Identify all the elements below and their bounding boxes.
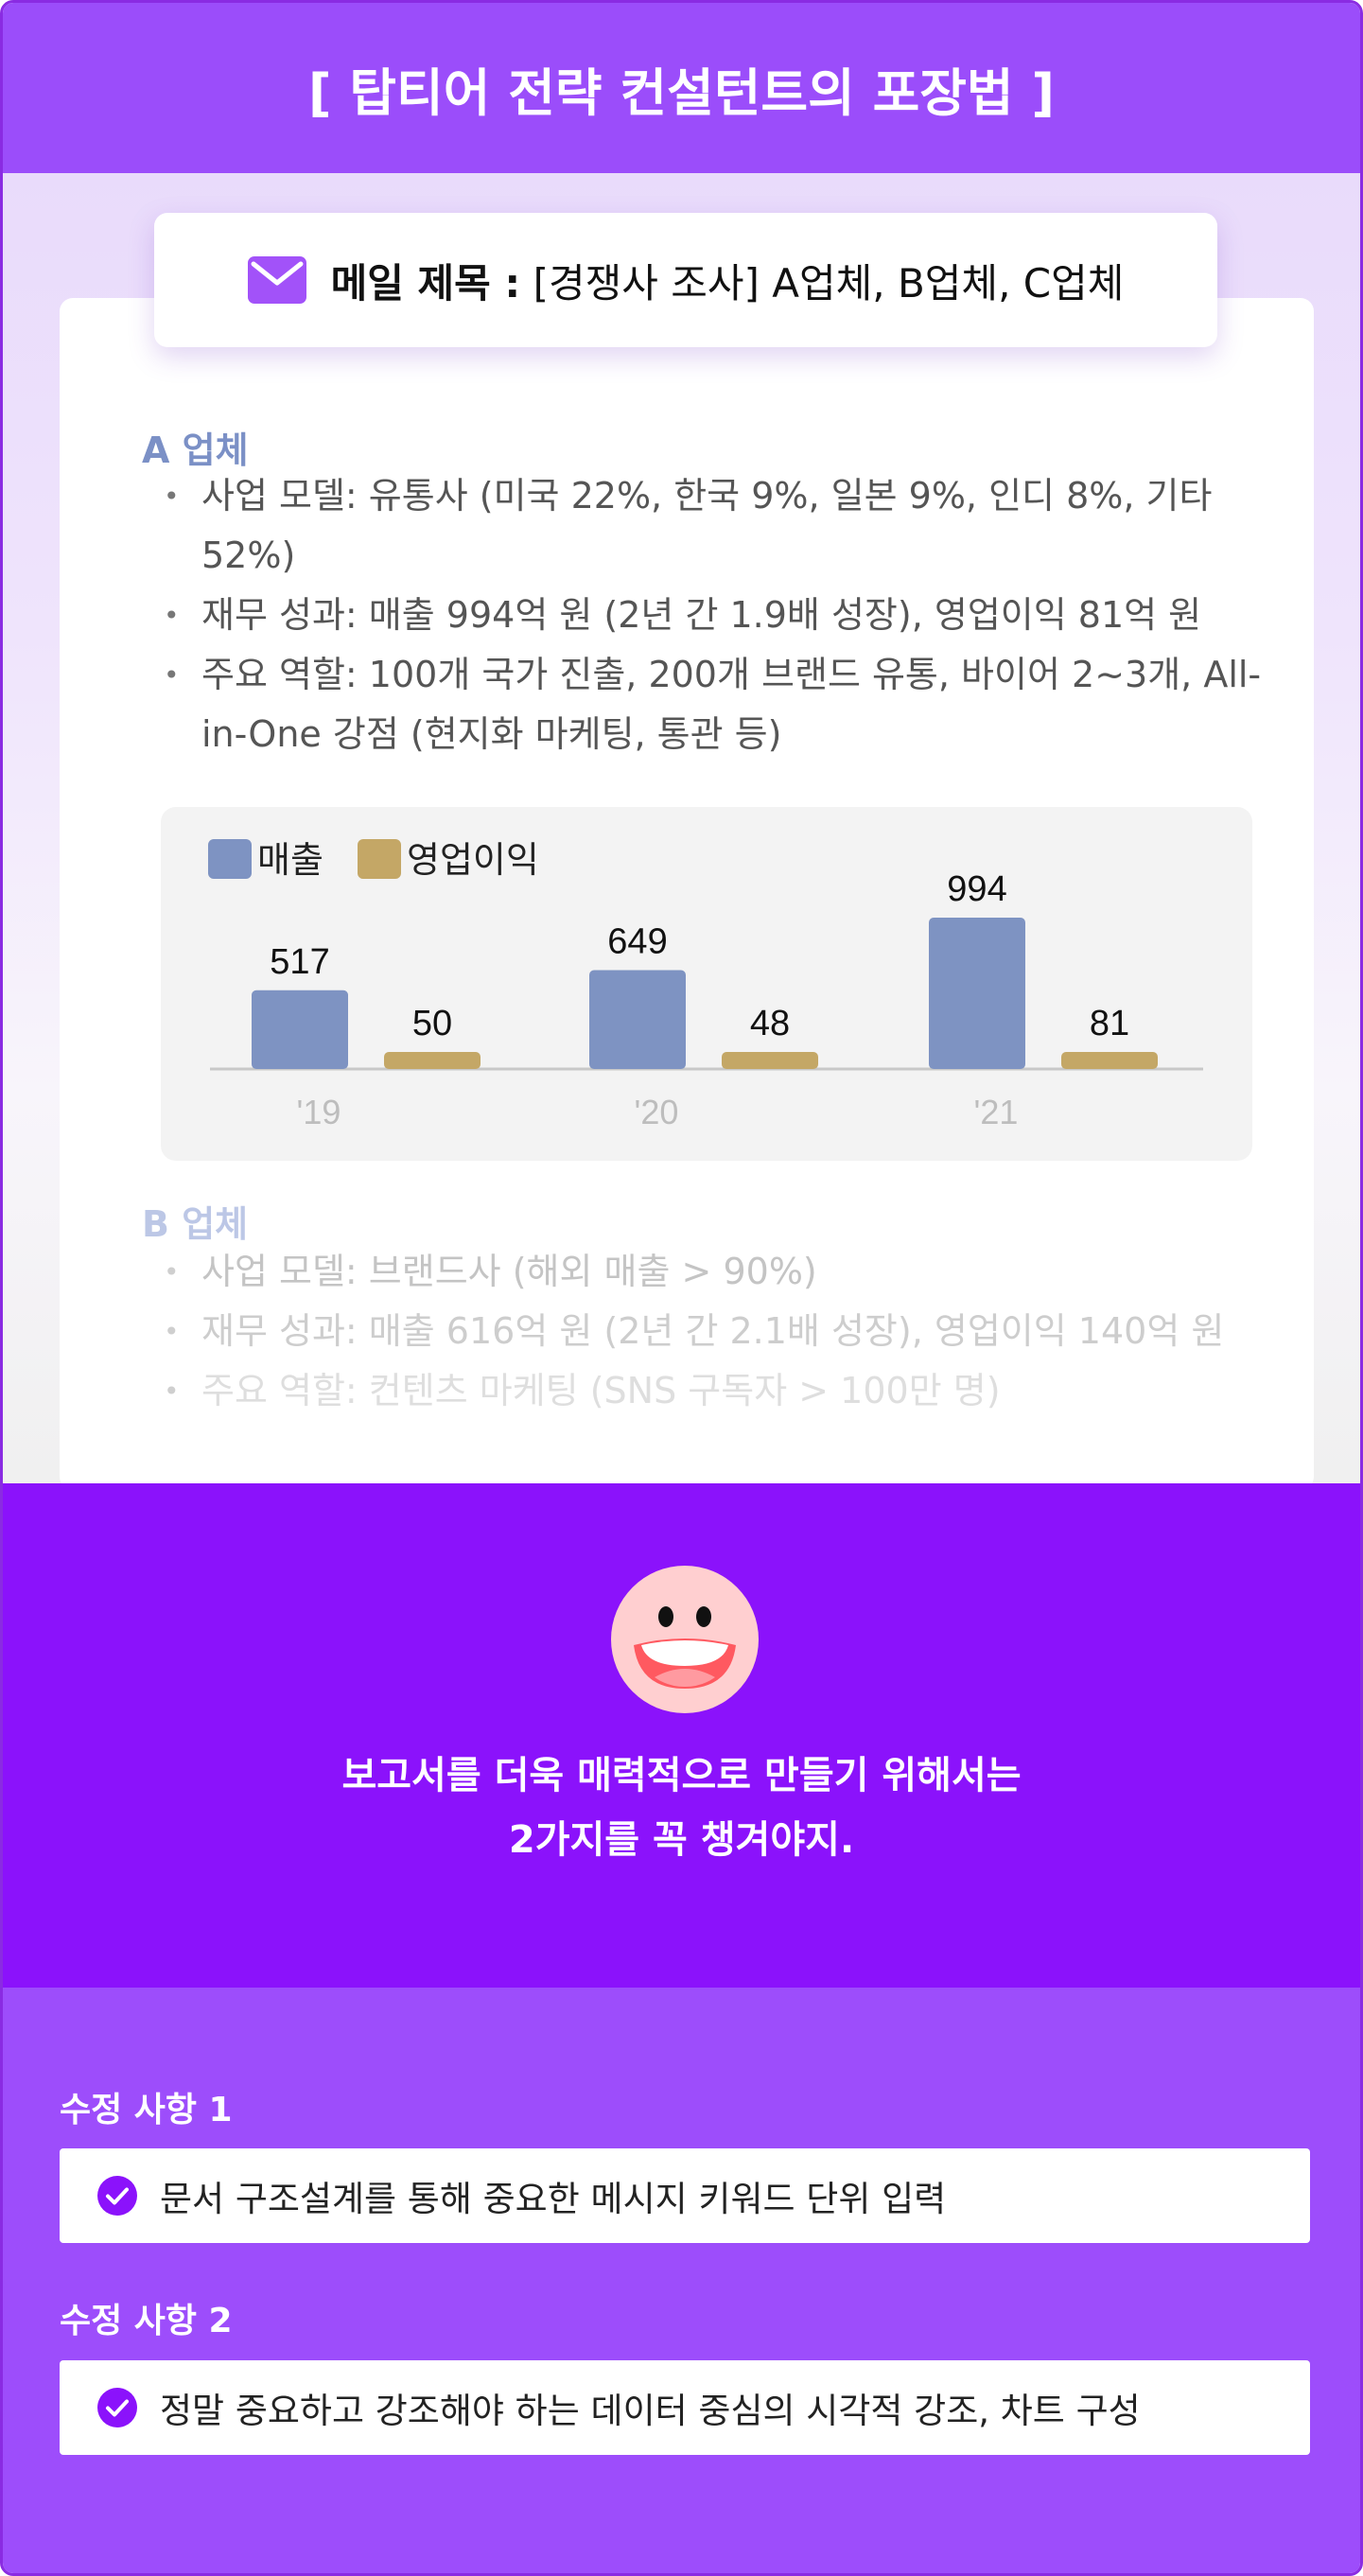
mail-subject-label: 메일 제목 : xyxy=(330,259,521,307)
header: [ 탑티어 전략 컨설턴트의 포장법 ] xyxy=(3,3,1360,173)
data-label: 50 xyxy=(412,1004,452,1043)
data-label: 994 xyxy=(947,869,1006,909)
list-item: 사업 모델: 브랜드사 (해외 매출 > 90%) xyxy=(164,1242,1280,1302)
company-b-details: 사업 모델: 브랜드사 (해외 매출 > 90%) 재무 성과: 매출 616억… xyxy=(164,1242,1280,1421)
message-line-2: 2가지를 꼭 챙겨야지. xyxy=(508,1818,855,1862)
company-a-title: A 업체 xyxy=(142,429,249,471)
data-label: 649 xyxy=(607,922,667,962)
company-b-title: B 업체 xyxy=(142,1203,249,1245)
fix-item-2: 정말 중요하고 강조해야 하는 데이터 중심의 시각적 강조, 차트 구성 xyxy=(60,2360,1310,2455)
page-title: [ 탑티어 전략 컨설턴트의 포장법 ] xyxy=(307,62,1056,123)
bar xyxy=(252,990,348,1069)
data-label: 81 xyxy=(1090,1004,1129,1043)
mail-subject-card: 메일 제목 : [경쟁사 조사] A업체, B업체, C업체 xyxy=(154,213,1217,347)
bar xyxy=(929,918,1025,1069)
check-circle-icon xyxy=(97,2176,137,2216)
x-tick-label: '21 xyxy=(974,1093,1019,1131)
report-preview: 메일 제목 : [경쟁사 조사] A업체, B업체, C업체 A 업체 사업 모… xyxy=(3,173,1360,1483)
fix-text-1: 문서 구조설계를 통해 중요한 메시지 키워드 단위 입력 xyxy=(160,2179,947,2219)
mail-subject-text: [경쟁사 조사] A업체, B업체, C업체 xyxy=(520,259,1125,307)
envelope-icon xyxy=(247,256,306,304)
company-a-details: 사업 모델: 유통사 (미국 22%, 한국 9%, 일본 9%, 인디 8%,… xyxy=(164,466,1280,764)
x-tick-label: '19 xyxy=(297,1093,341,1131)
bar xyxy=(722,1052,818,1069)
list-item: 주요 역할: 컨텐츠 마케팅 (SNS 구독자 > 100만 명) xyxy=(164,1361,1280,1421)
fix-section: 수정 사항 1 문서 구조설계를 통해 중요한 메시지 키워드 단위 입력 수정… xyxy=(3,1988,1360,2573)
x-tick-label: '20 xyxy=(635,1093,679,1131)
list-item: 재무 성과: 매출 994억 원 (2년 간 1.9배 성장), 영업이익 81… xyxy=(164,586,1280,645)
message-line-1: 보고서를 더욱 매력적으로 만들기 위해서는 xyxy=(341,1754,1022,1797)
smiling-face-icon xyxy=(611,1566,759,1713)
data-label: 517 xyxy=(270,942,329,982)
message-text: 보고서를 더욱 매력적으로 만들기 위해서는 2가지를 꼭 챙겨야지. xyxy=(3,1744,1360,1872)
check-circle-icon xyxy=(97,2388,137,2427)
legend-swatch xyxy=(358,839,401,879)
legend-label: 매출 xyxy=(257,841,323,881)
list-item: 재무 성과: 매출 616억 원 (2년 간 2.1배 성장), 영업이익 14… xyxy=(164,1302,1280,1361)
bar xyxy=(384,1052,481,1069)
bar-chart: 매출 영업이익 517 50 '19 649 48 '20 994 81 '21 xyxy=(161,807,1252,1161)
legend-swatch xyxy=(208,839,252,879)
bar xyxy=(589,970,686,1069)
data-label: 48 xyxy=(750,1004,790,1043)
bar xyxy=(1061,1052,1158,1069)
legend-label: 영업이익 xyxy=(407,841,539,881)
fix-text-2: 정말 중요하고 강조해야 하는 데이터 중심의 시각적 강조, 차트 구성 xyxy=(160,2391,1141,2431)
message-band: 보고서를 더욱 매력적으로 만들기 위해서는 2가지를 꼭 챙겨야지. xyxy=(3,1483,1360,1988)
fix-heading-1: 수정 사항 1 xyxy=(60,2091,233,2129)
list-item: 사업 모델: 유통사 (미국 22%, 한국 9%, 일본 9%, 인디 8%,… xyxy=(164,466,1280,586)
list-item: 주요 역할: 100개 국가 진출, 200개 브랜드 유통, 바이어 2~3개… xyxy=(164,645,1280,764)
mail-subject: 메일 제목 : [경쟁사 조사] A업체, B업체, C업체 xyxy=(331,252,1125,309)
bar-chart-svg: 매출 영업이익 517 50 '19 649 48 '20 994 81 '21 xyxy=(208,839,1203,1131)
fix-item-1: 문서 구조설계를 통해 중요한 메시지 키워드 단위 입력 xyxy=(60,2148,1310,2243)
fix-heading-2: 수정 사항 2 xyxy=(60,2302,233,2340)
